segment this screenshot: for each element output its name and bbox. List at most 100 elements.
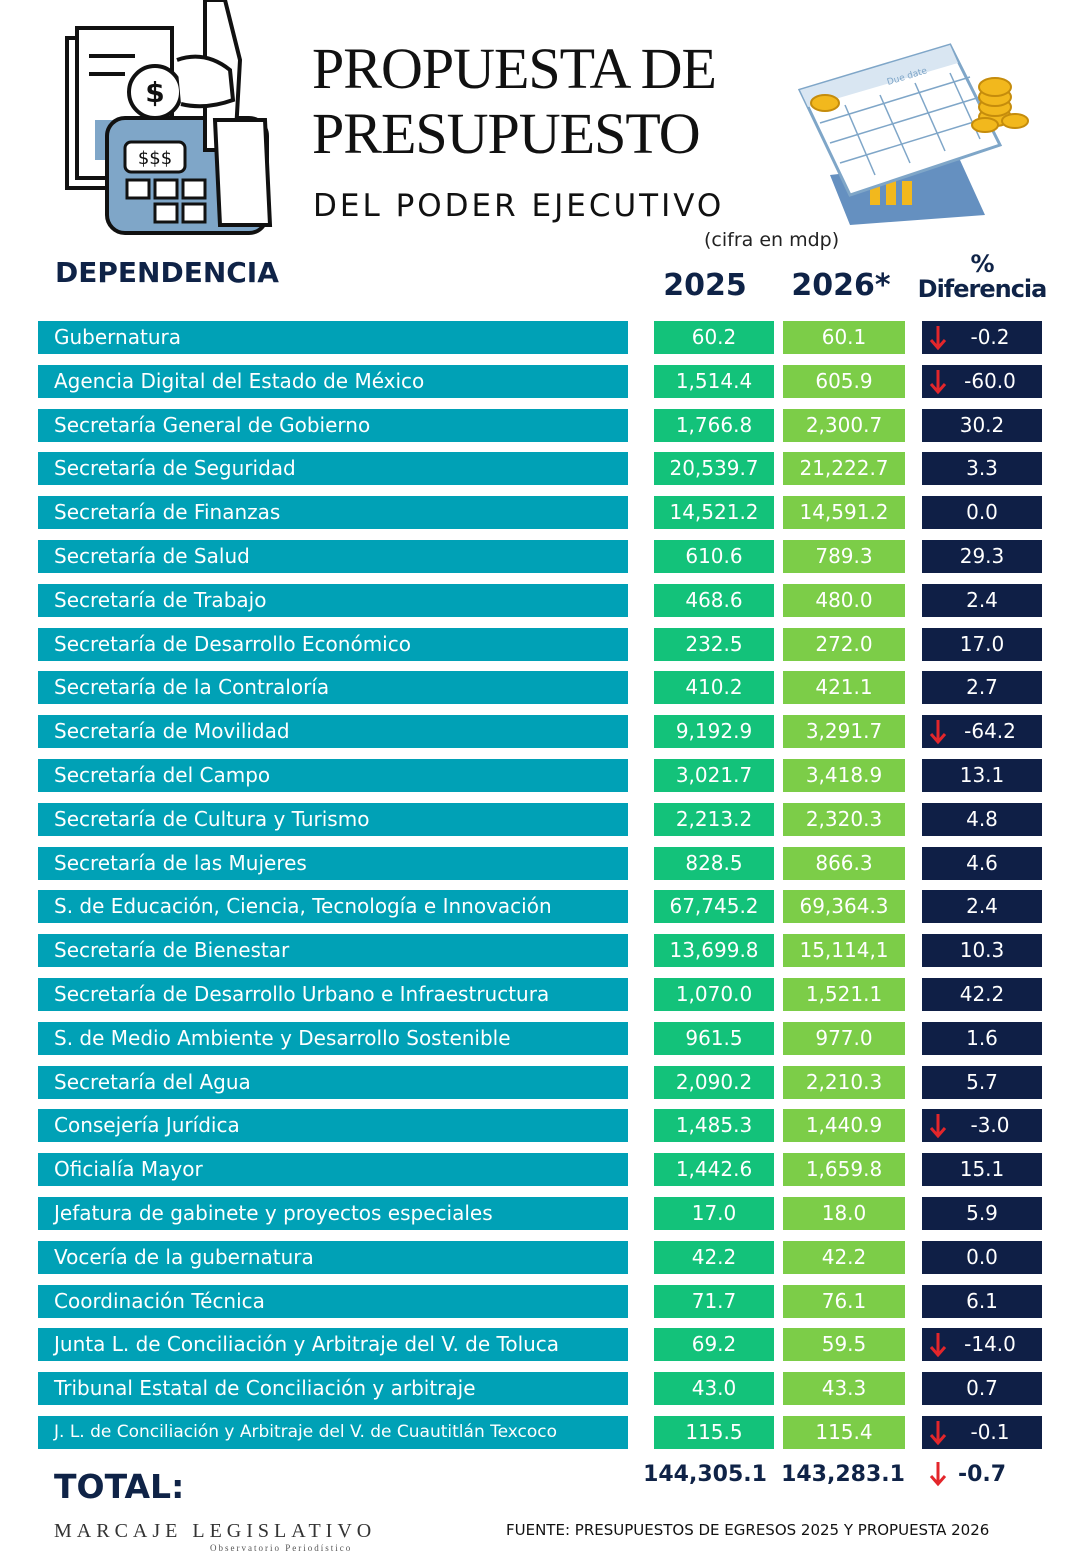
dependencia-name: Secretaría de Desarrollo Urbano e Infrae…	[38, 978, 628, 1011]
percent-difference: 2.7	[922, 671, 1042, 704]
column-header-2025: 2025	[663, 268, 747, 303]
percent-difference: 4.6	[922, 847, 1042, 880]
dependencia-name: Secretaría del Campo	[38, 759, 628, 792]
percent-difference: 6.1	[922, 1285, 1042, 1318]
value-2025: 13,699.8	[654, 934, 774, 967]
percent-symbol: %	[970, 250, 994, 278]
table-row: Secretaría de Trabajo 468.6 480.0 2.4	[0, 584, 1078, 617]
value-2025: 610.6	[654, 540, 774, 573]
column-header-dependencia: DEPENDENCIA	[55, 256, 279, 289]
value-2025: 17.0	[654, 1197, 774, 1230]
table-row: Secretaría de Bienestar 13,699.8 15,114,1 1…	[0, 934, 1078, 967]
dependencia-name: Secretaría de la Contraloría	[38, 671, 628, 704]
brand-logo: MARCAJE LEGISLATIVO	[54, 1520, 377, 1542]
table-row: S. de Educación, Ciencia, Tecnología e I…	[0, 890, 1078, 923]
value-2026: 605.9	[783, 365, 905, 398]
value-2026: 42.2	[783, 1241, 905, 1274]
value-2026: 21,222.7	[783, 452, 905, 485]
total-label: TOTAL:	[54, 1467, 185, 1506]
value-2026: 18.0	[783, 1197, 905, 1230]
dependencia-name: Secretaría de Salud	[38, 540, 628, 573]
table-row: Secretaría de Seguridad 20,539.7 21,222.7 3…	[0, 452, 1078, 485]
page-title-line1: PROPUESTA DE	[312, 36, 717, 101]
value-2026: 1,659.8	[783, 1153, 905, 1186]
dependencia-name: Tribunal Estatal de Conciliación y arbit…	[38, 1372, 628, 1405]
dependencia-name: S. de Medio Ambiente y Desarrollo Sosten…	[38, 1022, 628, 1055]
table-row: Jefatura de gabinete y proyectos especia…	[0, 1197, 1078, 1230]
dependencia-name: Secretaría de Desarrollo Económico	[38, 628, 628, 661]
dependencia-name: Consejería Jurídica	[38, 1109, 628, 1142]
dependencia-name: Secretaría de Cultura y Turismo	[38, 803, 628, 836]
total-2025: 144,305.1	[643, 1462, 767, 1487]
value-2025: 71.7	[654, 1285, 774, 1318]
table-row: Secretaría de Cultura y Turismo 2,213.2 2,…	[0, 803, 1078, 836]
percent-difference: -0.2	[922, 321, 1042, 354]
table-row: Secretaría de la Contraloría 410.2 421.1 2.…	[0, 671, 1078, 704]
down-arrow-icon	[929, 1421, 947, 1446]
table-row: Vocería de la gubernatura 42.2 42.2 0.0	[0, 1241, 1078, 1274]
value-2026: 272.0	[783, 628, 905, 661]
value-2025: 9,192.9	[654, 715, 774, 748]
table-row: Secretaría de Movilidad 9,192.9 3,291.7 -64…	[0, 715, 1078, 748]
dependencia-name: Secretaría del Agua	[38, 1066, 628, 1099]
percent-difference: 30.2	[922, 409, 1042, 442]
value-2026: 3,291.7	[783, 715, 905, 748]
table-row: Tribunal Estatal de Conciliación y arbit…	[0, 1372, 1078, 1405]
value-2025: 20,539.7	[654, 452, 774, 485]
value-2025: 828.5	[654, 847, 774, 880]
total-2026: 143,283.1	[781, 1462, 905, 1487]
value-2025: 410.2	[654, 671, 774, 704]
dependencia-name: Secretaría de Movilidad	[38, 715, 628, 748]
value-2026: 3,418.9	[783, 759, 905, 792]
table-row: Secretaría del Campo 3,021.7 3,418.9 13.1	[0, 759, 1078, 792]
value-2026: 15,114,1	[783, 934, 905, 967]
value-2026: 59.5	[783, 1328, 905, 1361]
table-row: Agencia Digital del Estado de México 1,51…	[0, 365, 1078, 398]
dependencia-name: Jefatura de gabinete y proyectos especia…	[38, 1197, 628, 1230]
value-2025: 961.5	[654, 1022, 774, 1055]
table-row: Secretaría General de Gobierno 1,766.8 2,3…	[0, 409, 1078, 442]
table-row: Secretaría de Salud 610.6 789.3 29.3	[0, 540, 1078, 573]
percent-difference: 3.3	[922, 452, 1042, 485]
dependencia-name: Secretaría de Finanzas	[38, 496, 628, 529]
percent-difference: -14.0	[922, 1328, 1042, 1361]
value-2025: 2,213.2	[654, 803, 774, 836]
value-2025: 468.6	[654, 584, 774, 617]
svg-text:$: $	[145, 76, 164, 109]
table-row: Coordinación Técnica 71.7 76.1 6.1	[0, 1285, 1078, 1318]
value-2026: 14,591.2	[783, 496, 905, 529]
percent-difference: 13.1	[922, 759, 1042, 792]
unit-note: (cifra en mdp)	[704, 229, 840, 251]
percent-difference: -0.1	[922, 1416, 1042, 1449]
value-2026: 789.3	[783, 540, 905, 573]
value-2025: 1,070.0	[654, 978, 774, 1011]
total-diferencia: -0.7	[957, 1462, 1007, 1487]
dependencia-name: Agencia Digital del Estado de México	[38, 365, 628, 398]
percent-difference: 29.3	[922, 540, 1042, 573]
percent-difference: 0.0	[922, 1241, 1042, 1274]
svg-text:$$$: $$$	[138, 148, 172, 169]
value-2026: 2,320.3	[783, 803, 905, 836]
value-2025: 42.2	[654, 1241, 774, 1274]
dependencia-name: Secretaría de Trabajo	[38, 584, 628, 617]
dependencia-name: Secretaría General de Gobierno	[38, 409, 628, 442]
percent-difference: 4.8	[922, 803, 1042, 836]
table-row: Oficialía Mayor 1,442.6 1,659.8 15.1	[0, 1153, 1078, 1186]
dependencia-name: Oficialía Mayor	[38, 1153, 628, 1186]
table-row: Secretaría de Desarrollo Económico 232.5 2…	[0, 628, 1078, 661]
down-arrow-icon	[929, 1333, 947, 1358]
brand-subtitle: Observatorio Periodístico	[210, 1543, 353, 1553]
value-2025: 43.0	[654, 1372, 774, 1405]
down-arrow-icon	[929, 326, 947, 351]
value-2025: 1,514.4	[654, 365, 774, 398]
value-2026: 43.3	[783, 1372, 905, 1405]
table-row: Secretaría de las Mujeres 828.5 866.3 4.6	[0, 847, 1078, 880]
dependencia-name: Coordinación Técnica	[38, 1285, 628, 1318]
value-2025: 1,766.8	[654, 409, 774, 442]
dependencia-name: Gubernatura	[38, 321, 628, 354]
percent-difference: 42.2	[922, 978, 1042, 1011]
percent-difference: 10.3	[922, 934, 1042, 967]
percent-difference: 1.6	[922, 1022, 1042, 1055]
page-subtitle: DEL PODER EJECUTIVO	[313, 188, 725, 224]
table-row: S. de Medio Ambiente y Desarrollo Sosten…	[0, 1022, 1078, 1055]
